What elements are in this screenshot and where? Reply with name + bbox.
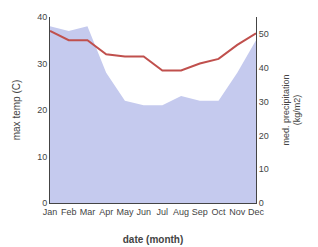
svg-text:10: 10 [259, 164, 269, 174]
svg-text:Nov: Nov [229, 207, 246, 217]
svg-text:Oct: Oct [212, 207, 227, 217]
svg-text:Apr: Apr [99, 207, 113, 217]
svg-text:20: 20 [37, 105, 47, 115]
svg-text:10: 10 [37, 152, 47, 162]
svg-text:30: 30 [37, 59, 47, 69]
svg-text:30: 30 [259, 97, 269, 107]
svg-text:Jun: Jun [136, 207, 151, 217]
svg-text:date (month): date (month) [123, 234, 184, 245]
svg-text:50: 50 [259, 29, 269, 39]
svg-text:20: 20 [259, 131, 269, 141]
svg-text:0: 0 [42, 198, 47, 208]
svg-text:Sep: Sep [192, 207, 208, 217]
svg-text:med. precipitation(kg/m2): med. precipitation(kg/m2) [281, 74, 303, 145]
svg-text:Jan: Jan [43, 207, 58, 217]
svg-text:Feb: Feb [61, 207, 77, 217]
svg-text:40: 40 [259, 63, 269, 73]
svg-text:max temp (C): max temp (C) [11, 80, 22, 141]
svg-text:40: 40 [37, 12, 47, 22]
svg-text:Aug: Aug [173, 207, 189, 217]
svg-text:May: May [116, 207, 134, 217]
svg-text:Jul: Jul [157, 207, 169, 217]
svg-text:0: 0 [259, 198, 264, 208]
svg-text:Mar: Mar [80, 207, 96, 217]
svg-text:Dec: Dec [248, 207, 265, 217]
